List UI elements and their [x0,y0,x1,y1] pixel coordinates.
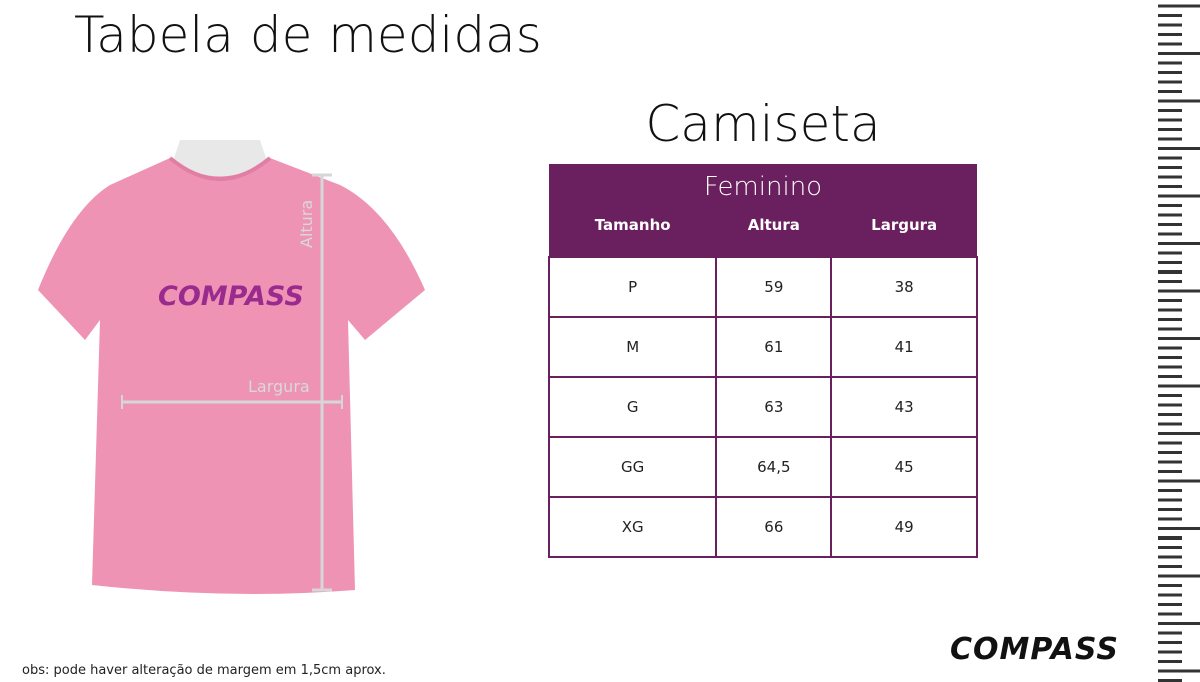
page-title: Tabela de medidas [74,6,542,64]
table-cell: 49 [830,496,978,558]
col-largura: Largura [831,206,977,257]
table-row: M 61 41 [547,316,978,378]
ruler-decoration [1158,4,1200,682]
product-title: Camiseta [645,95,881,153]
table-row: P 59 38 [547,256,978,318]
table-cell: XG [547,496,718,558]
table-cell: 66 [715,496,833,558]
brand-logo: COMPASS [950,632,1119,667]
note: obs: pode haver alteração de margem em 1… [22,663,386,678]
table-cell: 64,5 [715,436,833,498]
table-cell: 63 [715,376,833,438]
altura-label: Altura [297,200,316,248]
table-row: XG 66 49 [547,496,978,558]
col-altura: Altura [716,206,832,257]
tshirt-illustration: Altura Largura COMPASS [38,140,425,594]
largura-label: Largura [248,377,310,396]
table-cell: 43 [830,376,978,438]
table-row: G 63 43 [547,376,978,438]
table-cell: 59 [715,256,833,318]
size-table: Feminino Tamanho Altura Largura P 59 38 M 61… [547,164,978,558]
group-header: Feminino [549,164,977,206]
table-cell: 45 [830,436,978,498]
table-row: GG 64,5 45 [547,436,978,498]
table-cell: G [547,376,718,438]
table-cell: 41 [830,316,978,378]
table-cell: GG [547,436,718,498]
table-cell: P [547,256,718,318]
table-cell: M [547,316,718,378]
table-cell: 61 [715,316,833,378]
col-tamanho: Tamanho [549,206,717,257]
shirt-logo: COMPASS [158,281,304,312]
table-cell: 38 [830,256,978,318]
